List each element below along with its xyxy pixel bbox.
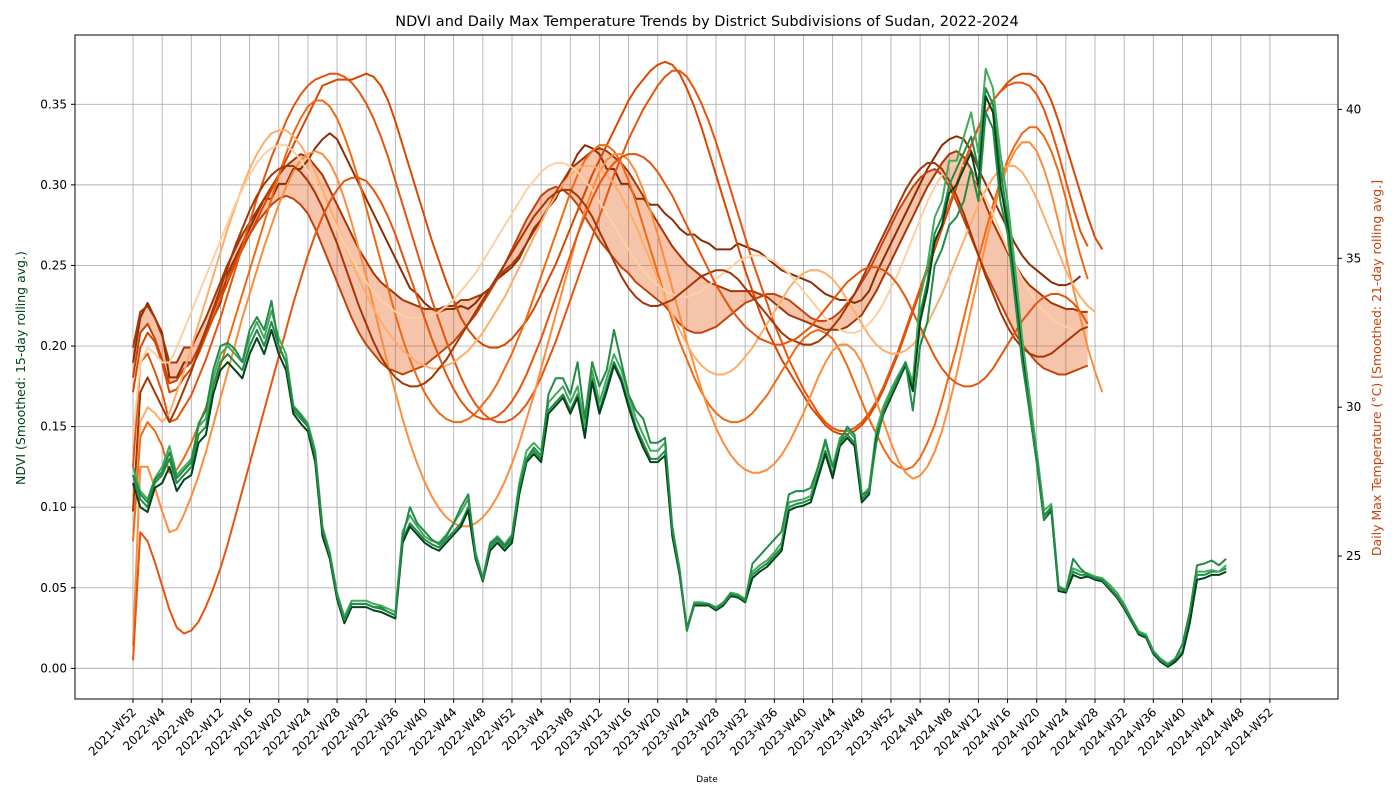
temperature-line	[132, 129, 1096, 497]
y-axis-label-right: Daily Max Temperature (°C) [Smoothed: 21…	[1369, 180, 1384, 556]
y-axis-label-left: NDVI (Smoothed: 15-day rolling avg.)	[13, 251, 28, 485]
plot-frame	[74, 34, 1339, 700]
temperature-line	[132, 141, 1104, 646]
ndvi-series	[132, 67, 1227, 668]
y-tick-label-right: 25	[1346, 549, 1361, 563]
plot-background	[75, 35, 1338, 699]
temperature-line	[132, 162, 1089, 512]
y-tick-label-left: 0.30	[40, 178, 67, 192]
y-tick-label-left: 0.25	[40, 258, 67, 272]
y-tick-label-right: 40	[1346, 102, 1361, 116]
right-axis: 25 30 35 40	[1338, 102, 1361, 563]
ndvi-line	[132, 111, 1227, 667]
temperature-line	[132, 99, 1089, 542]
y-tick-label-left: 0.05	[40, 581, 67, 595]
chart-title: NDVI and Daily Max Temperature Trends by…	[395, 14, 1019, 30]
x-axis-label: Date	[696, 775, 718, 785]
y-tick-label-right: 35	[1346, 251, 1361, 265]
y-tick-label-right: 30	[1346, 400, 1361, 414]
y-tick-label-left: 0.35	[40, 97, 67, 111]
y-tick-label-left: 0.20	[40, 339, 67, 353]
y-tick-label-left: 0.15	[40, 420, 67, 434]
temperature-line	[132, 144, 1089, 438]
temperature-line	[132, 132, 1082, 379]
temperature-line	[132, 147, 1088, 364]
x-axis: 2021-W522022-W42022-W82022-W122022-W1620…	[86, 699, 1276, 759]
temperature-line	[132, 153, 1089, 661]
left-axis: 0.00 0.05 0.10 0.15 0.20 0.25 0.30 0.35	[40, 97, 75, 675]
y-tick-label-left: 0.00	[40, 661, 67, 675]
y-tick-label-left: 0.10	[40, 500, 67, 514]
